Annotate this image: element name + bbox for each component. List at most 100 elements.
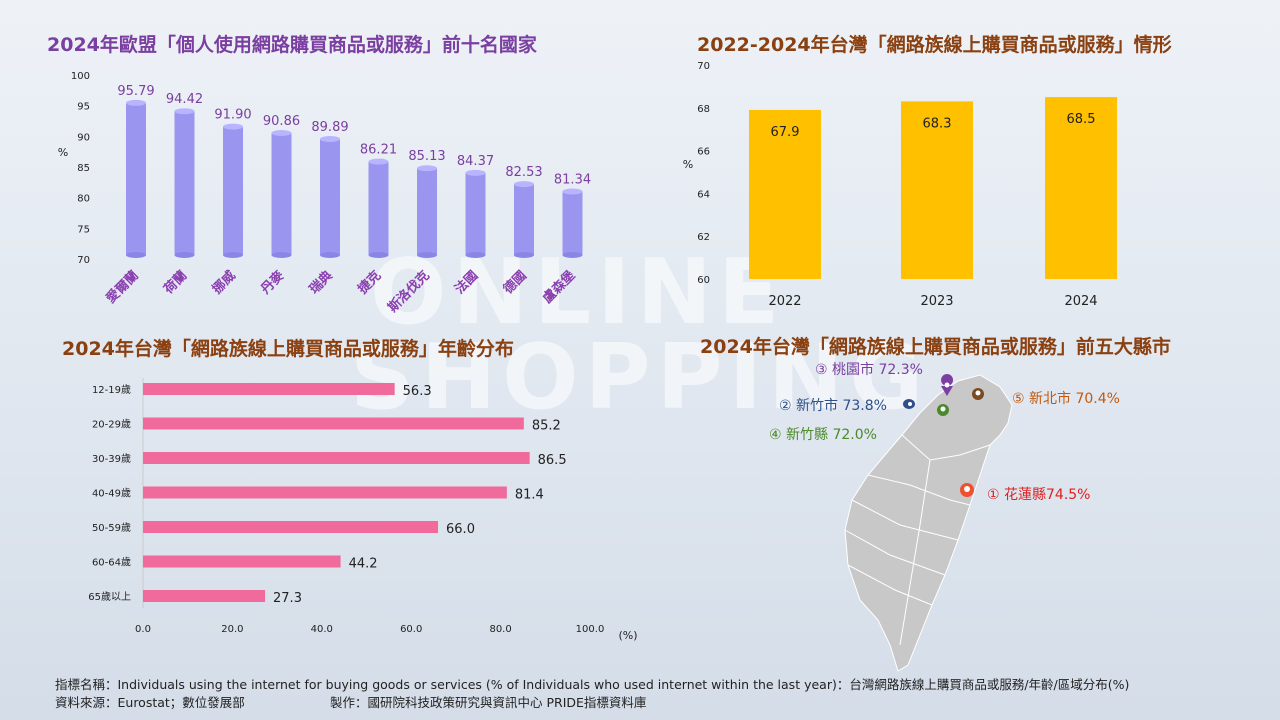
bar-base [465,252,486,258]
y-tick-label: 60 [697,275,710,286]
bar [749,109,821,279]
x-tick-label: 60.0 [400,624,422,635]
data-label: 84.37 [457,154,494,169]
data-label: 90.86 [263,114,300,129]
data-label: 66.0 [446,522,475,537]
age-distribution-chart: 56.3 12-19歲 85.2 20-29歲 86.5 30-39歲 81.4 40-49歲… [88,378,638,642]
y-axis-label: % [58,146,68,159]
x-tick-label: 2022 [768,294,801,309]
bar-top [514,181,534,188]
x-tick-label: 0.0 [135,624,151,635]
county-map-title: 2024年台灣「網路族線上購買商品或服務」前五大縣市 [700,336,1171,358]
x-axis-label: (%) [618,629,637,642]
bar-group [562,188,583,258]
data-label: 91.90 [214,108,251,123]
x-tick-label: 愛爾蘭 [103,268,142,307]
bar-group [514,181,534,258]
y-tick-label: 68 [697,104,710,115]
bar-base [417,252,437,258]
y-axis-label: % [683,158,693,171]
y-tick-label: 40-49歲 [92,487,131,500]
x-tick-label: 德國 [500,268,530,298]
data-label: 95.79 [117,84,154,99]
age-chart-title: 2024年台灣「網路族線上購買商品或服務」年齡分布 [62,338,514,360]
y-tick-label: 30-39歲 [92,452,131,465]
bar-base [223,252,243,258]
bar-group [465,169,486,258]
bar [901,101,973,279]
x-tick-label: 20.0 [221,624,243,635]
bar-base [174,252,195,258]
bar-base [368,252,389,258]
eu-top10-chart: 70 75 80 85 90 95 100% 95.79 愛爾蘭 94.42 荷蘭 91.90 挪威 90… [58,71,591,316]
y-tick-label: 12-19歲 [92,383,131,396]
label-taoyuan: ③ 桃園市 72.3% [815,362,923,378]
y-tick-label: 95 [77,102,90,113]
bar [223,126,243,256]
background-word-shopping: SHOPPING [350,325,930,430]
bar-top [417,165,437,172]
x-tick-label: 丹麥 [258,267,288,297]
tw-trend-chart: 60 62 64 66 68 70% 67.9 2022 68.3 2023 68.5 2024 [683,61,1117,309]
data-label: 81.34 [554,172,591,187]
bar-base [514,252,534,258]
data-label: 56.3 [403,384,432,399]
label-hsinchu-county: ④ 新竹縣 72.0% [769,427,877,443]
bar-group [126,99,146,258]
bar [562,191,583,255]
bar-group [223,123,243,258]
x-tick-label: 2024 [1064,294,1097,309]
bar [143,555,341,568]
bar [174,111,195,255]
bar-top [465,169,486,176]
bar-top [223,123,243,130]
bar [514,184,534,255]
bar-base [271,252,292,258]
y-tick-label: 80 [77,194,90,205]
y-tick-label: 60-64歲 [92,556,131,569]
bar-top [174,108,195,115]
bar-group [271,130,292,258]
footer-maker: 製作：國研院科技政策研究與資訊中心 PRIDE指標資料庫 [330,695,647,710]
taiwan-island-shape [844,374,1013,672]
y-tick-label: 70 [77,255,90,266]
x-tick-label: 瑞典 [306,268,336,298]
y-tick-label: 50-59歲 [92,521,131,534]
bar [271,133,292,255]
bar-top [320,136,340,143]
x-tick-label: 挪威 [209,268,239,298]
x-tick-label: 法國 [452,268,482,298]
y-tick-label: 64 [697,189,710,200]
x-tick-label: 盧森堡 [539,268,578,307]
x-tick-label: 100.0 [576,624,605,635]
bar [143,590,266,602]
bar-top [271,130,292,137]
data-label: 86.5 [538,453,567,468]
bar-top [368,158,389,165]
x-tick-label: 荷蘭 [160,268,190,298]
y-tick-label: 75 [77,224,90,235]
bar [143,383,395,395]
label-hsinchu-city: ② 新竹市 73.8% [779,398,887,414]
bar [143,486,507,499]
bar-base [320,252,340,258]
y-tick-label: 90 [77,132,90,143]
eu-chart-title: 2024年歐盟「個人使用網路購買商品或服務」前十名國家 [47,34,537,56]
bar [1045,97,1117,279]
y-tick-label: 62 [697,232,710,243]
data-label: 85.13 [408,149,445,164]
footer-indicator-note: 指標名稱：Individuals using the internet for … [55,677,1130,692]
bar-group [417,165,437,258]
data-label: 94.42 [166,92,203,107]
bar-base [126,252,146,258]
x-tick-label: 捷克 [355,268,385,298]
bar [143,452,530,464]
data-label: 68.3 [923,116,952,131]
data-label: 27.3 [273,591,302,606]
x-tick-label: 80.0 [489,624,511,635]
bar [143,417,524,430]
x-tick-label: 2023 [920,294,953,309]
y-tick-label: 85 [77,163,90,174]
data-label: 81.4 [515,488,544,503]
y-tick-label: 66 [697,147,710,158]
